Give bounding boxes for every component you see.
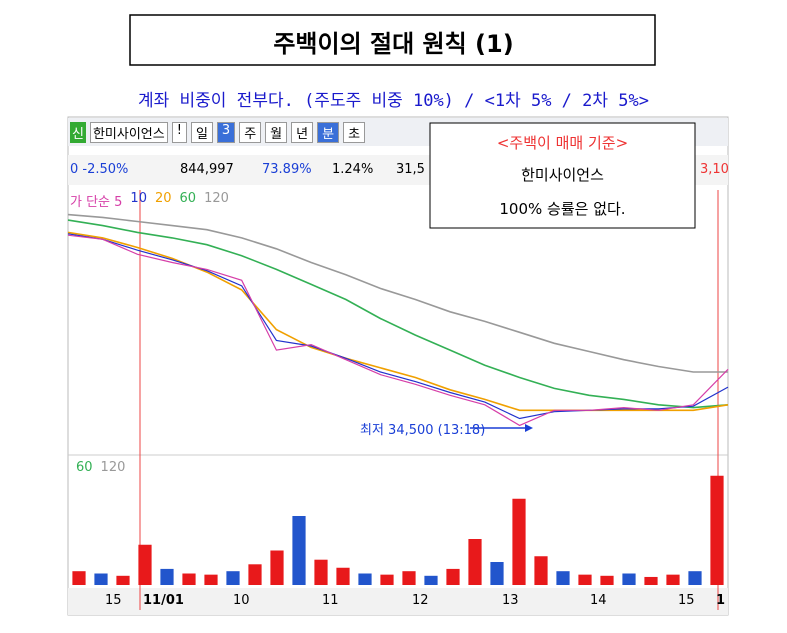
button[interactable]: 분 [317, 122, 340, 143]
volume-bar [578, 574, 592, 585]
volume-bar [94, 573, 108, 585]
x-tick-label: 10 [233, 593, 250, 608]
x-tick-label: 13 [502, 593, 519, 608]
annotation-title: <주백이 매매 기준> [496, 134, 629, 152]
volume-bar [622, 573, 636, 585]
legend-entry: 10 [130, 191, 147, 206]
x-tick-label: 1 [716, 593, 726, 608]
volume-bar [534, 556, 548, 585]
low-arrow-head [525, 424, 533, 432]
volume-bar [182, 573, 196, 585]
volume-bar [314, 559, 328, 585]
annotation-line: 한미사이언스 [521, 166, 604, 184]
info-value: 31,5 [396, 162, 425, 177]
button[interactable]: 월 [265, 122, 288, 143]
volume-bar [380, 574, 394, 585]
volume-bar [138, 544, 152, 585]
button[interactable]: 년 [291, 122, 314, 143]
volume-bar [270, 550, 284, 585]
ma-line [67, 234, 729, 427]
info-volume: 844,997 [180, 162, 234, 177]
volume-bar [116, 575, 130, 585]
volume-bar [226, 571, 240, 585]
x-tick-label: 11/01 [143, 593, 184, 608]
volume-bar [600, 575, 614, 585]
volume-bar [292, 516, 306, 585]
ma-line [67, 219, 729, 409]
volume-bar [248, 564, 262, 585]
legend-entry: 60 [179, 191, 197, 206]
button[interactable]: 3 [216, 122, 236, 143]
stock-name[interactable]: 한미사이언스 [89, 122, 168, 143]
legend: 가 단순 5 10 20 60 120 [70, 191, 229, 210]
button[interactable]: 일 [190, 122, 213, 143]
x-tick-label: 14 [590, 593, 607, 608]
button[interactable]: 주 [239, 122, 262, 143]
x-tick-label: 11 [322, 593, 339, 608]
x-axis-bg [68, 588, 728, 615]
x-tick-label: 12 [412, 593, 429, 608]
legend-entry: 가 단순 5 [70, 195, 123, 210]
title: 주백이의 절대 원칙 (1) [273, 30, 514, 58]
title-box [129, 14, 656, 66]
legend-entry: 120 [204, 191, 229, 206]
button[interactable]: ! [171, 122, 187, 143]
ma-line [67, 213, 728, 373]
subtitle: 계좌 비중이 전부다. (주도주 비중 10%) / <1차 5% / 2차 5… [138, 91, 649, 111]
volume-bar [72, 571, 86, 585]
volume-bar [556, 571, 570, 585]
info-change: 0 -2.50% [70, 162, 129, 177]
x-tick-label: 15 [678, 593, 695, 608]
volume-bar [710, 475, 724, 585]
ma-line [67, 233, 729, 420]
legend-entry: 20 [154, 191, 172, 206]
info-rate: 1.24% [332, 162, 374, 177]
volume-bar [644, 576, 658, 585]
volume-bar [688, 571, 702, 585]
ma-line [67, 231, 729, 412]
annotation-line: 100% 승률은 없다. [499, 200, 626, 218]
annotation-box [429, 122, 696, 229]
volume-bar [512, 498, 526, 585]
volume-bar [666, 574, 680, 585]
legend-entry: 60 [76, 460, 93, 475]
button[interactable]: 초 [343, 122, 366, 143]
volume-bar [424, 575, 438, 585]
volume-bar [204, 574, 218, 585]
badge: 신 [70, 122, 86, 143]
volume-bar [490, 562, 504, 585]
volume-bar [446, 568, 460, 585]
volume-bar [358, 573, 372, 585]
info-value: 3,10 [700, 162, 729, 177]
legend-entry: 120 [100, 460, 126, 475]
low-label: 최저 34,500 (13:18) [360, 423, 486, 438]
volume-bar [160, 568, 174, 585]
info-rate: 73.89% [262, 162, 312, 177]
volume-legend: 60 120 [76, 460, 125, 475]
volume-bar [336, 567, 350, 585]
volume-bar [468, 539, 482, 585]
x-tick-label: 15 [105, 593, 122, 608]
volume-bar [402, 571, 416, 585]
toolbar: 신 한미사이언스 ! 일 3 주 월 년 분 초 [70, 122, 366, 143]
